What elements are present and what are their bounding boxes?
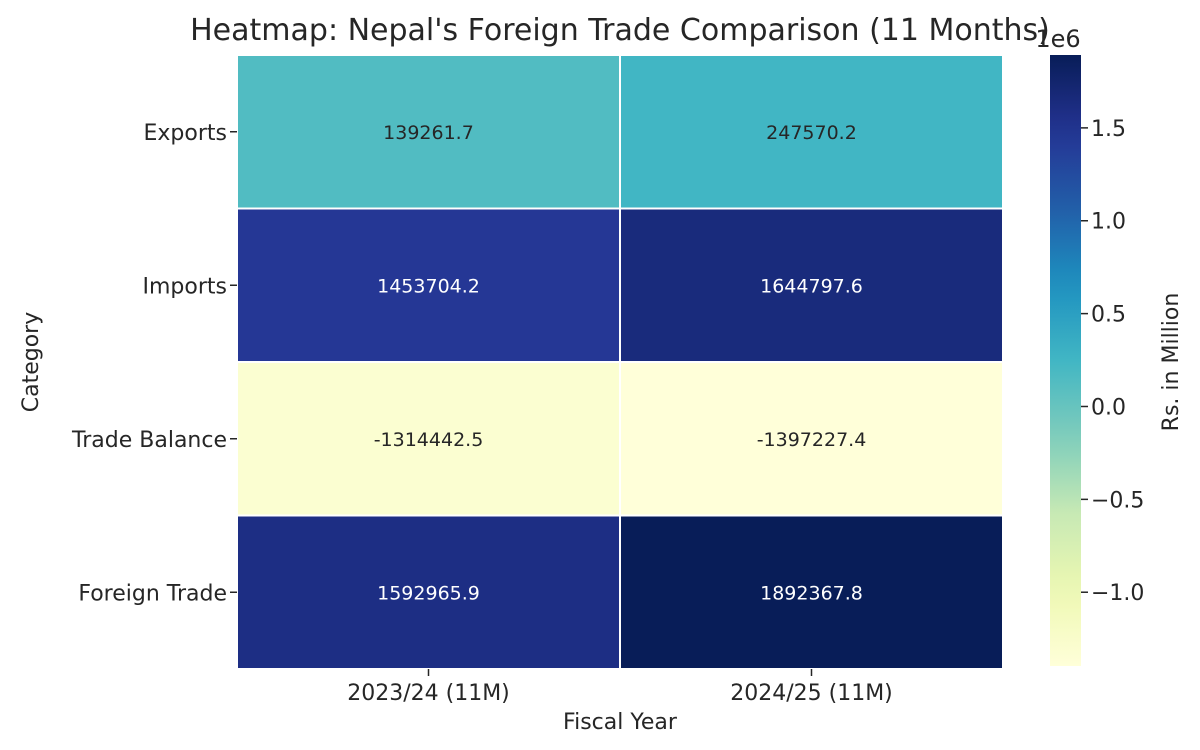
x-axis: 2023/24 (11M) 2024/25 (11M) [347, 669, 893, 706]
colorbar-tick-label: 1.5 [1091, 117, 1126, 142]
heatmap-cell-label: -1314442.5 [374, 429, 484, 451]
colorbar-gradient [1050, 55, 1081, 666]
colorbar-tick-label: −0.5 [1091, 488, 1144, 513]
heatmap-cell-label: 1892367.8 [760, 582, 863, 604]
x-tick-label: 2023/24 (11M) [347, 681, 510, 706]
heatmap-cell [619, 207, 1004, 363]
heatmap-cell-label: 1644797.6 [760, 275, 863, 297]
heatmap-cell-label: -1397227.4 [757, 429, 867, 451]
heatmap-cells [236, 54, 1004, 670]
heatmap-cell-label: 1453704.2 [377, 275, 480, 297]
heatmap-cell-labels: 139261.7 247570.2 1453704.2 1644797.6 -13144… [374, 122, 867, 605]
colorbar-multiplier: 1e6 [1035, 25, 1080, 53]
colorbar-tick-label: −1.0 [1091, 581, 1144, 606]
heatmap-cell [236, 54, 621, 210]
colorbar-ticks: −1.0 −0.5 0.0 0.5 1.0 1.5 [1081, 117, 1144, 606]
heatmap-cell [619, 54, 1004, 210]
y-tick-label: Exports [144, 121, 227, 146]
heatmap-cell [619, 361, 1004, 517]
colorbar-tick-label: 0.5 [1091, 303, 1126, 328]
heatmap-cell-label: 1592965.9 [377, 582, 480, 604]
y-tick-label: Trade Balance [71, 428, 227, 453]
colorbar-tick-label: 1.0 [1091, 210, 1126, 235]
heatmap-cell [619, 514, 1004, 670]
y-axis-label: Category [19, 312, 44, 413]
x-axis-label: Fiscal Year [563, 710, 678, 735]
y-axis: Exports Imports Trade Balance Foreign Trade [71, 121, 237, 606]
colorbar-tick-label: 0.0 [1091, 395, 1126, 420]
y-tick-label: Imports [143, 274, 227, 299]
heatmap-cell-label: 139261.7 [383, 122, 474, 144]
colorbar: −1.0 −0.5 0.0 0.5 1.0 1.5 1e6 Rs. in Million [1035, 25, 1184, 666]
heatmap-cell [236, 207, 621, 363]
x-tick-label: 2024/25 (11M) [730, 681, 893, 706]
chart-title: Heatmap: Nepal's Foreign Trade Compariso… [190, 13, 1050, 48]
colorbar-label: Rs. in Million [1159, 293, 1184, 432]
y-tick-label: Foreign Trade [78, 581, 227, 606]
heatmap-cell-label: 247570.2 [766, 122, 857, 144]
heatmap-cell [236, 361, 621, 517]
